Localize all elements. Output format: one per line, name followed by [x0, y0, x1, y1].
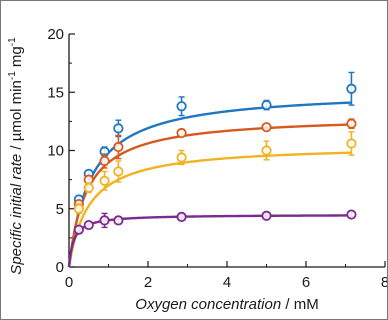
data-point [113, 166, 124, 177]
fit-curve-series-4 [67, 214, 352, 268]
x-tick-label: 0 [65, 274, 73, 291]
data-point [346, 83, 357, 94]
data-point [99, 155, 110, 167]
data-point [176, 101, 187, 112]
x-tick-label: 2 [144, 274, 152, 291]
data-points [73, 71, 357, 235]
data-point [83, 219, 94, 231]
data-point [99, 175, 110, 186]
data-point [346, 138, 357, 149]
data-point [346, 118, 357, 129]
data-point [73, 203, 84, 214]
x-tick-label: 8 [381, 274, 387, 291]
data-point [73, 224, 84, 235]
data-point [176, 152, 187, 163]
data-point [261, 210, 272, 221]
x-tick-label: 6 [302, 274, 310, 291]
data-point [113, 123, 124, 134]
fit-curve-series-3 [67, 151, 352, 268]
data-point [83, 182, 94, 193]
data-point [176, 211, 187, 223]
data-point [346, 209, 357, 220]
y-tick-label: 10 [47, 143, 64, 160]
y-tick-label: 5 [56, 201, 64, 218]
data-point [261, 122, 272, 133]
x-tick-label: 4 [223, 274, 231, 291]
data-point [113, 215, 124, 226]
x-axis-label: Oxygen concentration / mM [135, 296, 318, 313]
y-tick-label: 20 [47, 26, 64, 43]
fit-curves [67, 101, 352, 268]
data-point [176, 127, 187, 139]
y-tick-label: 15 [47, 84, 64, 101]
data-point [261, 145, 272, 156]
data-point [113, 141, 124, 153]
y-axis-label: Specific initial rate / µmol min-1 mg-1 [7, 37, 25, 275]
fit-curve-series-2 [67, 123, 352, 268]
axes: 0 2 4 6 8 0 5 10 15 20 [47, 26, 387, 291]
data-point [261, 99, 272, 111]
y-tick-label: 0 [56, 259, 64, 276]
data-point [99, 215, 110, 226]
